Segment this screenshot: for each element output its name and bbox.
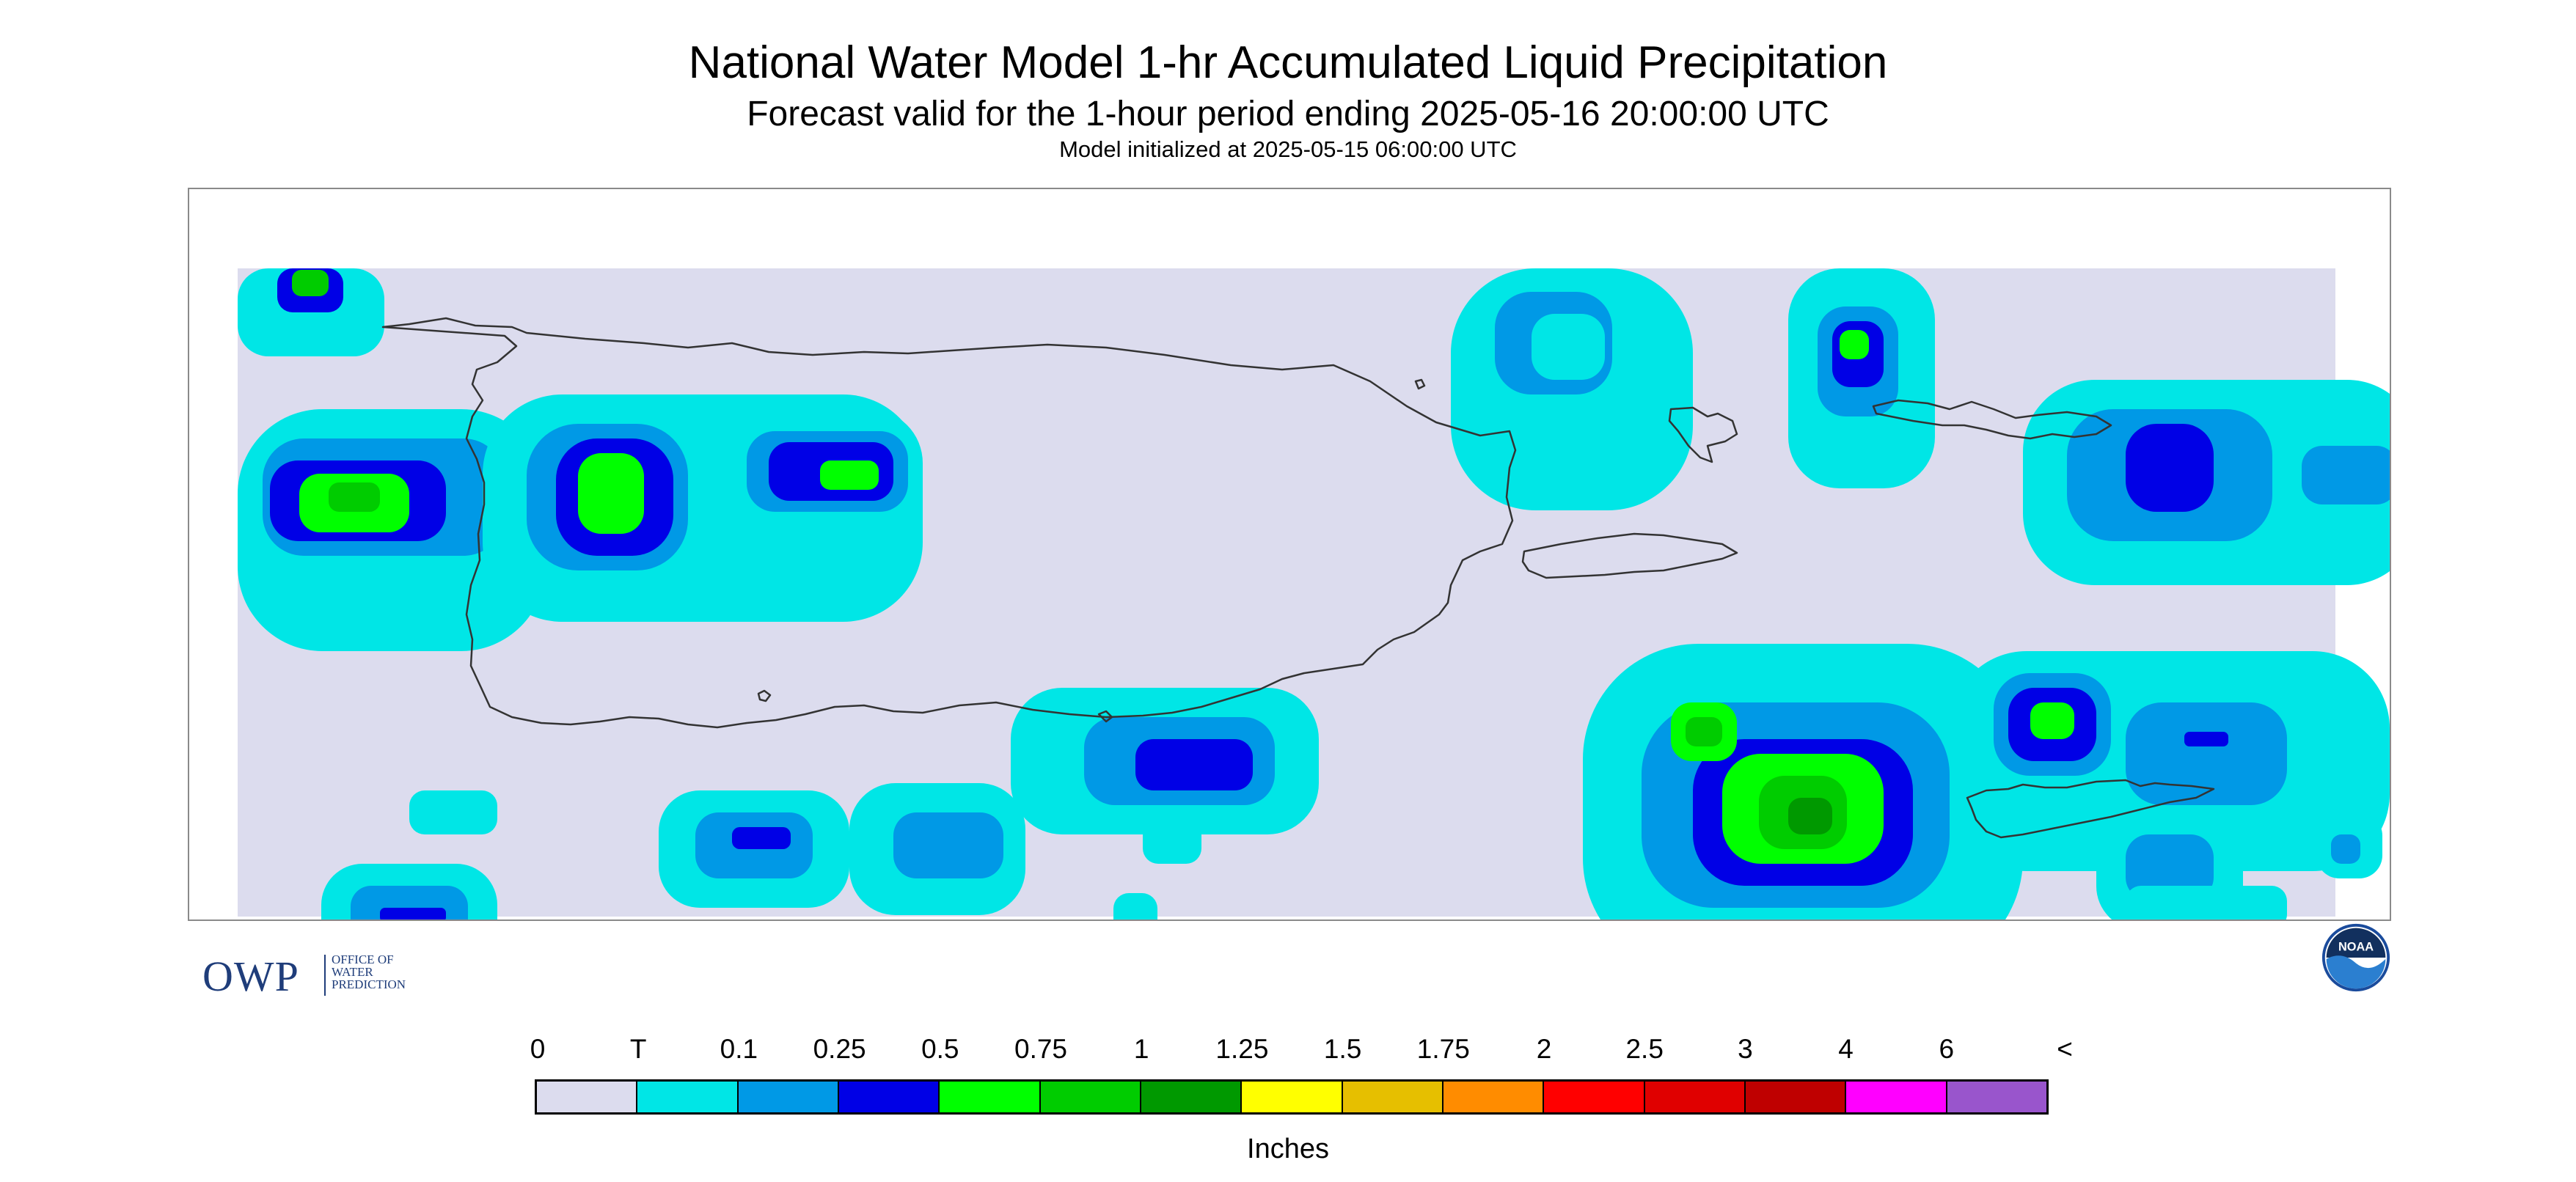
st-croix-coastline: [1966, 779, 2215, 839]
colorbar-tick-label: 3: [1738, 1034, 1753, 1064]
owp-logo: OWP OFFICE OF WATER PREDICTION: [202, 949, 444, 1000]
colorbar-tick-label: 6: [1939, 1034, 1955, 1064]
colorbar-segment: [1040, 1082, 1141, 1112]
precip-cell: [1539, 453, 1583, 497]
precip-cell: [1135, 739, 1253, 790]
colorbar-tick-label: 1: [1133, 1034, 1149, 1064]
colorbar-segment: [838, 1082, 940, 1112]
colorbar-segment: [738, 1082, 839, 1112]
colorbar-segment: [1947, 1082, 2046, 1112]
precip-cell: [380, 908, 446, 919]
precip-cell: [1840, 330, 1869, 359]
colorbar-tick-label: 1.75: [1416, 1034, 1470, 1064]
caja-de-muertos-coastline: [1097, 710, 1113, 723]
colorbar-tick-label: 1.5: [1323, 1034, 1362, 1064]
coastlines: [381, 317, 2215, 839]
colorbar-segment: [1644, 1082, 1746, 1112]
model-init-line: Model initialized at 2025-05-15 06:00:00…: [1059, 136, 1517, 162]
precip-cell: [1532, 314, 1605, 380]
colorbar-segment: [1242, 1082, 1343, 1112]
precip-cell: [893, 812, 1003, 878]
map-frame: OWP OFFICE OF WATER PREDICTION NOAA: [188, 188, 2391, 1000]
colorbar-segment: [1544, 1082, 1645, 1112]
colorbar-tick-label: 0.1: [720, 1034, 758, 1064]
precip-cell: [2030, 702, 2074, 739]
colorbar-segment: [537, 1082, 638, 1112]
precip-cell: [2184, 732, 2228, 746]
owp-logo-line: OFFICE OF: [332, 952, 394, 966]
colorbar-tick-label: 2.5: [1625, 1034, 1664, 1064]
precip-cell: [732, 827, 791, 849]
precip-cell: [2126, 702, 2287, 805]
precip-cell: [1113, 893, 1157, 919]
owp-logo-line: WATER: [332, 965, 373, 979]
st-thomas-st-john-coastline: [1872, 399, 2112, 440]
colorbar-segment: [637, 1082, 739, 1112]
precip-cell: [2126, 886, 2287, 919]
precip-cell: [578, 453, 644, 534]
colorbar: [535, 1079, 2049, 1115]
precip-cell: [2331, 834, 2360, 864]
owp-logo-text: OFFICE OF WATER PREDICTION: [332, 953, 406, 991]
culebra-coastline: [1668, 406, 1738, 463]
colorbar-units-label: Inches: [1247, 1134, 1329, 1164]
colorbar-tick-label: <: [2057, 1034, 2073, 1064]
colorbar-tick-label: 4: [1838, 1034, 1854, 1064]
colorbar-segment: [940, 1082, 1041, 1112]
map-title: National Water Model 1-hr Accumulated Li…: [688, 37, 1888, 88]
colorbar-segment: [1443, 1082, 1545, 1112]
colorbar-tick-label: 1.25: [1215, 1034, 1269, 1064]
colorbar-tick-label: 0.75: [1014, 1034, 1068, 1064]
noaa-logo-text: NOAA: [2338, 940, 2374, 953]
precip-cell: [409, 790, 497, 834]
precip-cell: [2302, 446, 2390, 504]
precip-cell: [292, 270, 329, 296]
colorbar-tick-label: 0: [530, 1034, 546, 1064]
colorbar-segment: [1846, 1082, 1947, 1112]
precip-cell: [1143, 820, 1201, 864]
owp-logo-mark: OWP: [202, 952, 299, 1000]
precip-cell: [1788, 798, 1832, 834]
colorbar-segment: [1342, 1082, 1443, 1112]
precip-cell: [2126, 424, 2214, 512]
small-cay-coastline: [1414, 378, 1426, 390]
colorbar-tick-label: 0.25: [813, 1034, 866, 1064]
precip-cell: [1686, 717, 1722, 746]
colorbar-tick-label: 2: [1536, 1034, 1552, 1064]
precip-cell: [820, 460, 879, 490]
owp-logo-divider: [324, 955, 326, 996]
puerto-rico-coastline: [381, 317, 1517, 729]
colorbar-segment: [1745, 1082, 1847, 1112]
noaa-logo: NOAA: [2321, 923, 2390, 992]
colorbar-tick-label: 0.5: [921, 1034, 959, 1064]
colorbar-tick-label: T: [629, 1034, 647, 1064]
colorbar-segment: [1141, 1082, 1243, 1112]
desecheo-coastline: [757, 689, 772, 702]
precip-cell: [2126, 834, 2214, 900]
precipitation-map: [238, 268, 2390, 919]
precipitation-fields: [238, 268, 2390, 919]
precip-cell: [329, 482, 380, 512]
vieques-coastline: [1521, 532, 1738, 579]
forecast-valid-subtitle: Forecast valid for the 1-hour period end…: [747, 95, 1829, 133]
owp-logo-line: PREDICTION: [332, 977, 406, 991]
